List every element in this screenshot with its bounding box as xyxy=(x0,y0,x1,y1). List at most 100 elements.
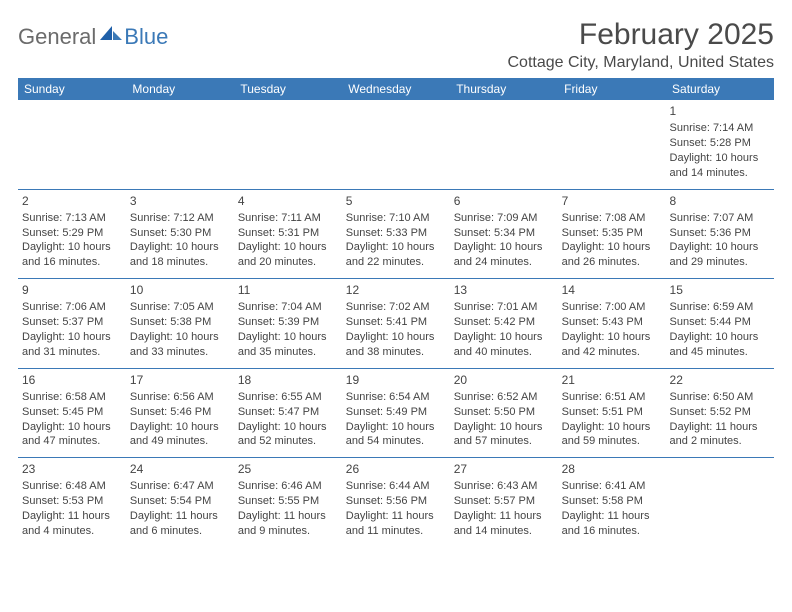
daylight-line: Daylight: 10 hours and 33 minutes. xyxy=(130,330,230,360)
day-header: Thursday xyxy=(450,78,558,100)
day-number: 21 xyxy=(562,372,662,388)
calendar-day-cell: 19Sunrise: 6:54 AMSunset: 5:49 PMDayligh… xyxy=(342,368,450,458)
calendar-day-cell: 2Sunrise: 7:13 AMSunset: 5:29 PMDaylight… xyxy=(18,189,126,279)
sunrise-line: Sunrise: 6:55 AM xyxy=(238,390,338,405)
calendar-day-cell: 26Sunrise: 6:44 AMSunset: 5:56 PMDayligh… xyxy=(342,458,450,547)
sunrise-line: Sunrise: 7:04 AM xyxy=(238,300,338,315)
title-block: February 2025 Cottage City, Maryland, Un… xyxy=(508,18,775,72)
sunset-line: Sunset: 5:33 PM xyxy=(346,226,446,241)
daylight-line: Daylight: 10 hours and 40 minutes. xyxy=(454,330,554,360)
calendar-day-cell: 8Sunrise: 7:07 AMSunset: 5:36 PMDaylight… xyxy=(666,189,774,279)
sunrise-line: Sunrise: 7:09 AM xyxy=(454,211,554,226)
calendar-day-cell: 27Sunrise: 6:43 AMSunset: 5:57 PMDayligh… xyxy=(450,458,558,547)
sunset-line: Sunset: 5:53 PM xyxy=(22,494,122,509)
sunset-line: Sunset: 5:49 PM xyxy=(346,405,446,420)
sunrise-line: Sunrise: 6:56 AM xyxy=(130,390,230,405)
daylight-line: Daylight: 10 hours and 45 minutes. xyxy=(670,330,770,360)
calendar-day-cell xyxy=(126,100,234,189)
sunset-line: Sunset: 5:34 PM xyxy=(454,226,554,241)
day-number: 11 xyxy=(238,282,338,298)
calendar-day-cell: 24Sunrise: 6:47 AMSunset: 5:54 PMDayligh… xyxy=(126,458,234,547)
daylight-line: Daylight: 10 hours and 38 minutes. xyxy=(346,330,446,360)
sunset-line: Sunset: 5:36 PM xyxy=(670,226,770,241)
logo-sail-icon xyxy=(100,24,122,47)
sunrise-line: Sunrise: 7:13 AM xyxy=(22,211,122,226)
sunrise-line: Sunrise: 7:02 AM xyxy=(346,300,446,315)
calendar-day-cell: 1Sunrise: 7:14 AMSunset: 5:28 PMDaylight… xyxy=(666,100,774,189)
sunset-line: Sunset: 5:45 PM xyxy=(22,405,122,420)
sunrise-line: Sunrise: 7:00 AM xyxy=(562,300,662,315)
calendar-week-row: 2Sunrise: 7:13 AMSunset: 5:29 PMDaylight… xyxy=(18,189,774,279)
sunset-line: Sunset: 5:58 PM xyxy=(562,494,662,509)
day-number: 22 xyxy=(670,372,770,388)
calendar-day-cell: 4Sunrise: 7:11 AMSunset: 5:31 PMDaylight… xyxy=(234,189,342,279)
daylight-line: Daylight: 10 hours and 42 minutes. xyxy=(562,330,662,360)
day-number: 24 xyxy=(130,461,230,477)
day-header: Sunday xyxy=(18,78,126,100)
daylight-line: Daylight: 10 hours and 54 minutes. xyxy=(346,420,446,450)
daylight-line: Daylight: 10 hours and 59 minutes. xyxy=(562,420,662,450)
day-number: 25 xyxy=(238,461,338,477)
calendar-week-row: 1Sunrise: 7:14 AMSunset: 5:28 PMDaylight… xyxy=(18,100,774,189)
header: General Blue February 2025 Cottage City,… xyxy=(18,18,774,72)
calendar-day-cell xyxy=(234,100,342,189)
day-header: Wednesday xyxy=(342,78,450,100)
sunrise-line: Sunrise: 7:14 AM xyxy=(670,121,770,136)
calendar-day-cell: 11 Sunrise: 7:04 AMSunset: 5:39 PMDayligh… xyxy=(234,279,342,369)
sunset-line: Sunset: 5:57 PM xyxy=(454,494,554,509)
day-number: 6 xyxy=(454,193,554,209)
calendar-week-row: 16Sunrise: 6:58 AMSunset: 5:45 PMDayligh… xyxy=(18,368,774,458)
day-number: 2 xyxy=(22,193,122,209)
sunrise-line: Sunrise: 7:10 AM xyxy=(346,211,446,226)
day-number: 13 xyxy=(454,282,554,298)
sunrise-line: Sunrise: 6:48 AM xyxy=(22,479,122,494)
sunrise-line: Sunrise: 7:05 AM xyxy=(130,300,230,315)
day-number: 27 xyxy=(454,461,554,477)
day-header: Tuesday xyxy=(234,78,342,100)
day-number: 3 xyxy=(130,193,230,209)
calendar-day-cell: 9 Sunrise: 7:06 AMSunset: 5:37 PMDaylight… xyxy=(18,279,126,369)
day-number: 9 xyxy=(22,282,122,298)
daylight-line: Daylight: 10 hours and 29 minutes. xyxy=(670,240,770,270)
day-header: Saturday xyxy=(666,78,774,100)
sunset-line: Sunset: 5:46 PM xyxy=(130,405,230,420)
sunrise-line: Sunrise: 7:08 AM xyxy=(562,211,662,226)
sunset-line: Sunset: 5:43 PM xyxy=(562,315,662,330)
sunrise-line: Sunrise: 7:06 AM xyxy=(22,300,122,315)
sunrise-line: Sunrise: 6:41 AM xyxy=(562,479,662,494)
sunrise-line: Sunrise: 6:46 AM xyxy=(238,479,338,494)
calendar-day-cell: 12Sunrise: 7:02 AMSunset: 5:41 PMDayligh… xyxy=(342,279,450,369)
calendar-day-cell: 10 Sunrise: 7:05 AMSunset: 5:38 PMDayligh… xyxy=(126,279,234,369)
calendar-day-cell: 14Sunrise: 7:00 AMSunset: 5:43 PMDayligh… xyxy=(558,279,666,369)
sunset-line: Sunset: 5:39 PM xyxy=(238,315,338,330)
calendar-day-cell xyxy=(666,458,774,547)
daylight-line: Daylight: 10 hours and 20 minutes. xyxy=(238,240,338,270)
day-number: 12 xyxy=(346,282,446,298)
sunset-line: Sunset: 5:50 PM xyxy=(454,405,554,420)
day-number: 18 xyxy=(238,372,338,388)
sunrise-line: Sunrise: 6:50 AM xyxy=(670,390,770,405)
daylight-line: Daylight: 10 hours and 35 minutes. xyxy=(238,330,338,360)
day-number: 5 xyxy=(346,193,446,209)
calendar-week-row: 23 Sunrise: 6:48 AMSunset: 5:53 PM Dayligh… xyxy=(18,458,774,547)
sunrise-line: Sunrise: 6:52 AM xyxy=(454,390,554,405)
daylight-line: Daylight: 11 hours and 11 minutes. xyxy=(346,509,446,539)
daylight-line: Daylight: 10 hours and 52 minutes. xyxy=(238,420,338,450)
day-number: 23 xyxy=(22,461,122,477)
logo-text-blue: Blue xyxy=(124,24,168,50)
day-header: Friday xyxy=(558,78,666,100)
day-number: 8 xyxy=(670,193,770,209)
daylight-line: Daylight: 10 hours and 31 minutes. xyxy=(22,330,122,360)
sunset-line: Sunset: 5:37 PM xyxy=(22,315,122,330)
daylight-line: Daylight: 10 hours and 57 minutes. xyxy=(454,420,554,450)
sunset-line: Sunset: 5:52 PM xyxy=(670,405,770,420)
calendar-day-cell xyxy=(342,100,450,189)
sunrise-line: Sunrise: 6:58 AM xyxy=(22,390,122,405)
day-number: 10 xyxy=(130,282,230,298)
sunrise-line: Sunrise: 6:44 AM xyxy=(346,479,446,494)
sunset-line: Sunset: 5:30 PM xyxy=(130,226,230,241)
calendar-day-cell xyxy=(558,100,666,189)
sunset-line: Sunset: 5:38 PM xyxy=(130,315,230,330)
sunrise-line: Sunrise: 6:51 AM xyxy=(562,390,662,405)
calendar-day-cell xyxy=(18,100,126,189)
